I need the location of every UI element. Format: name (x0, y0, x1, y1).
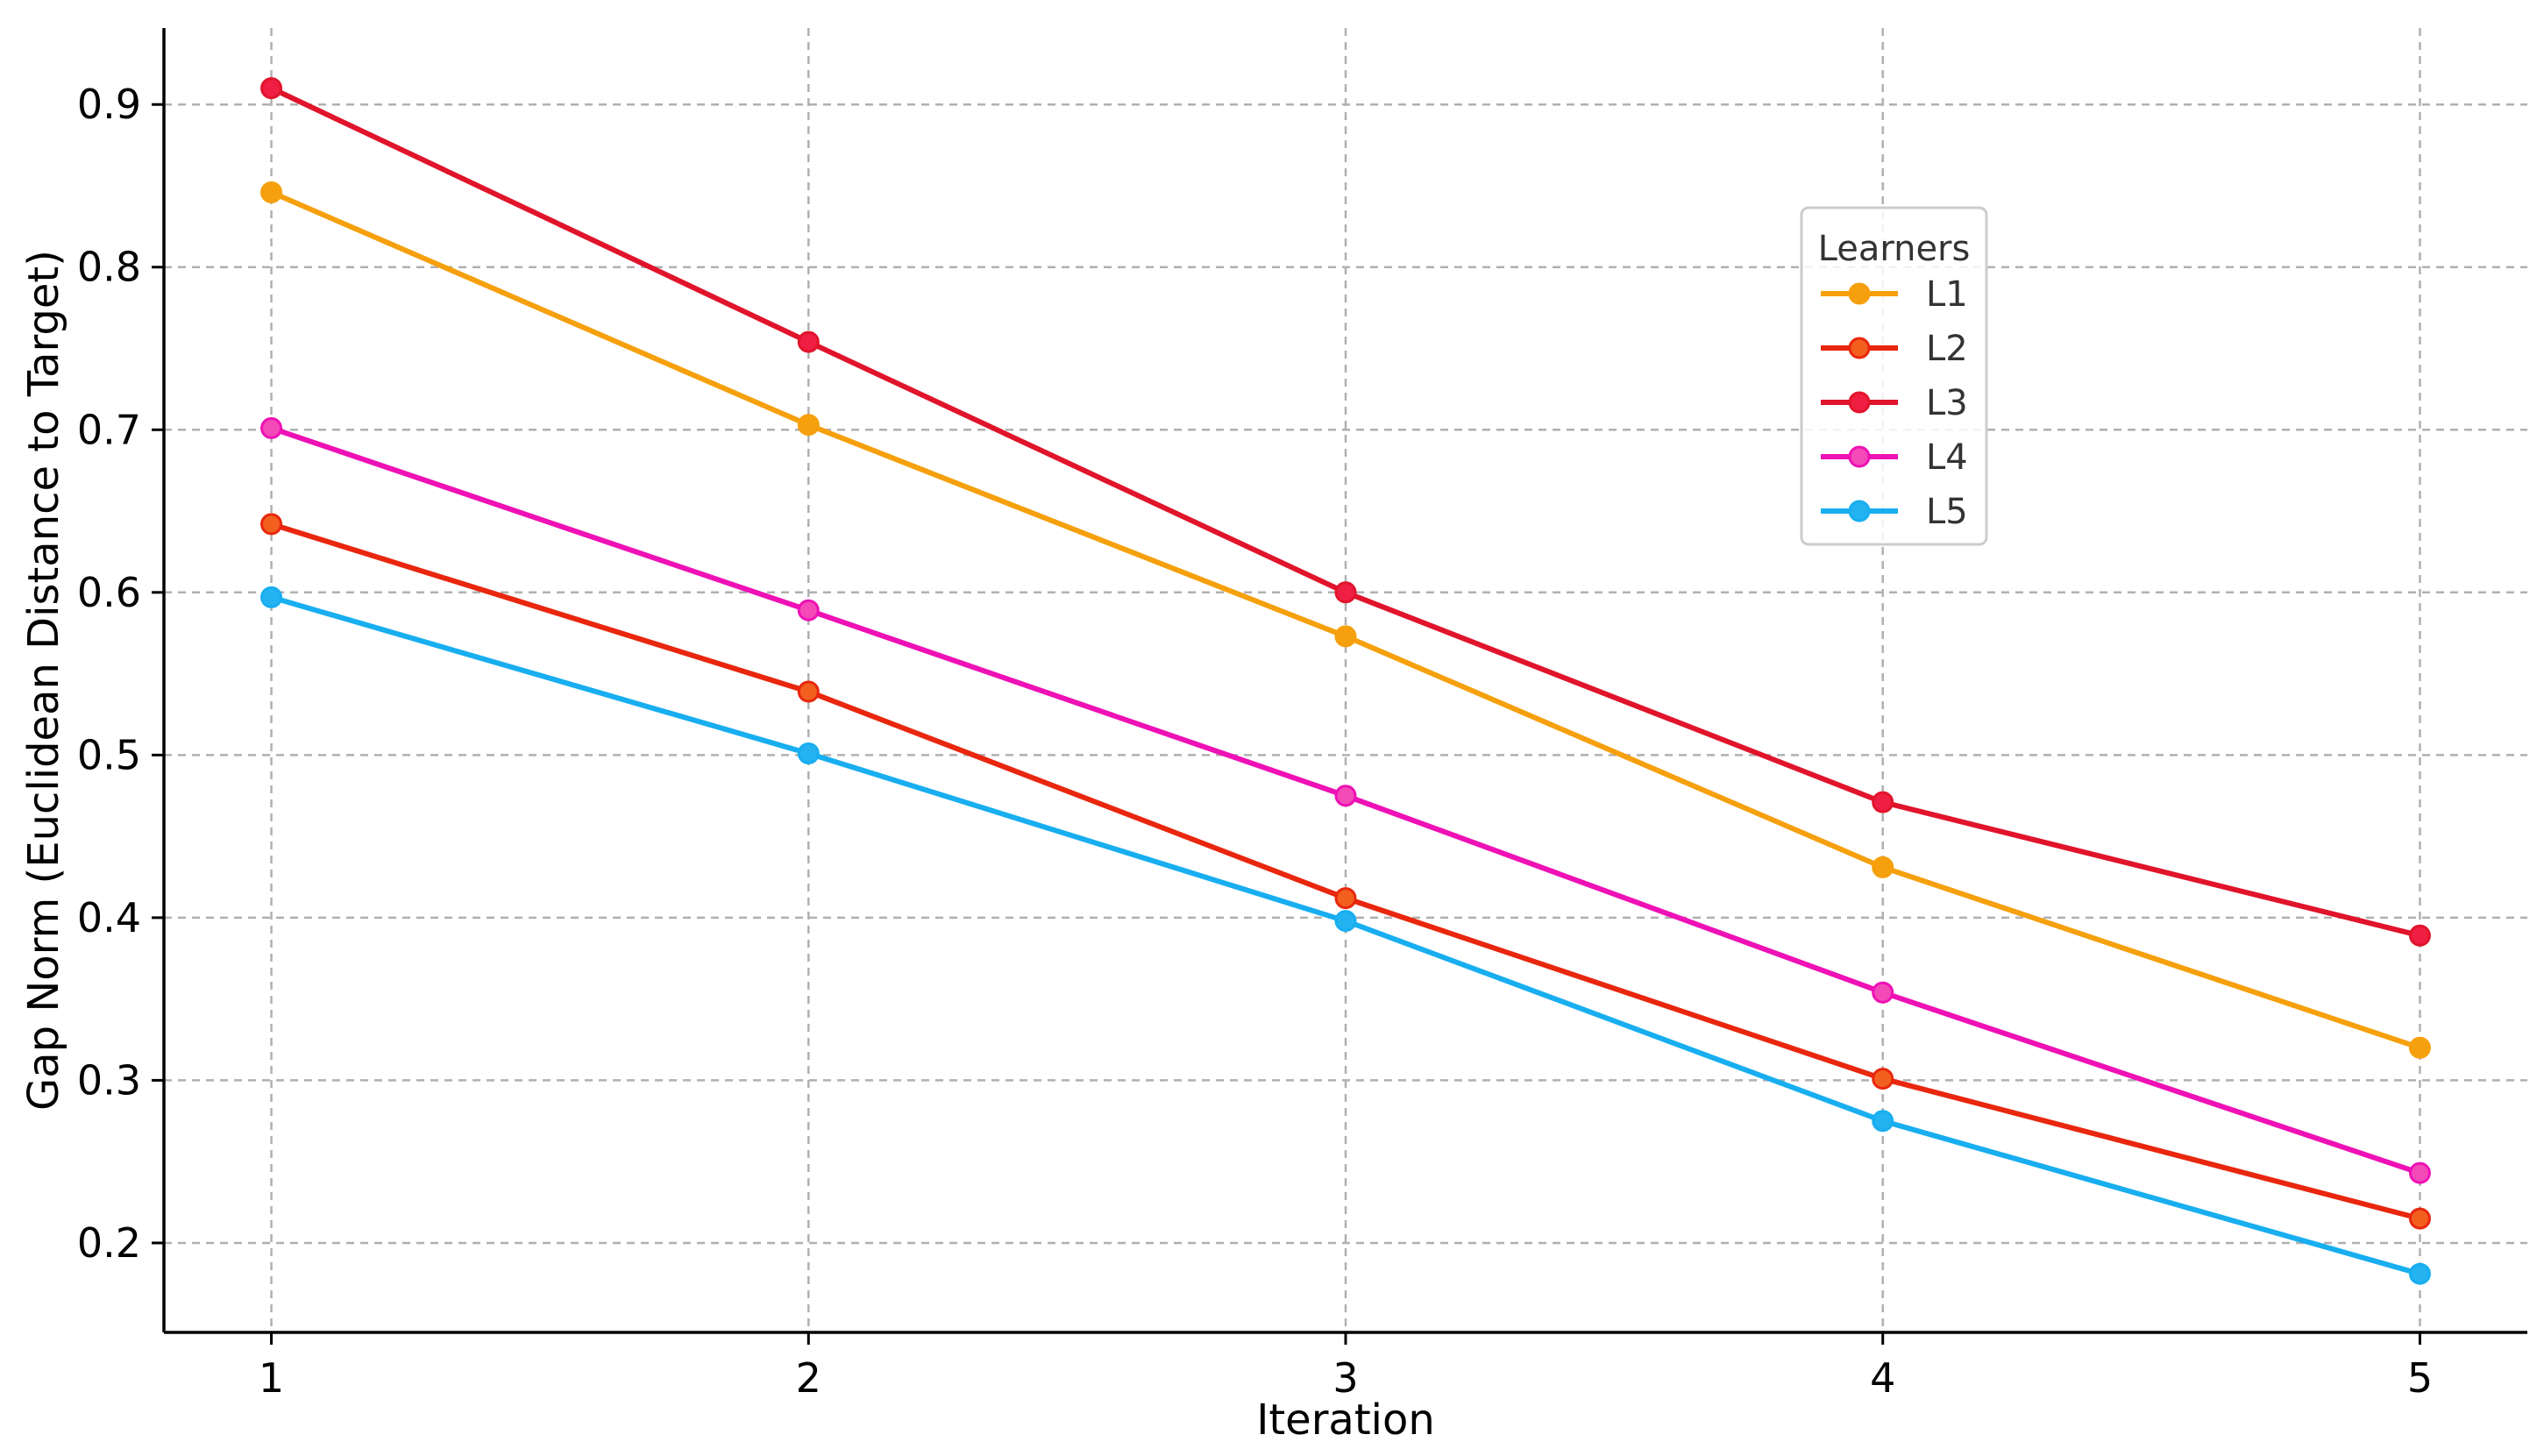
point-L5-2 (797, 742, 820, 764)
legend-item-L4: L4 (1821, 437, 1968, 478)
point-L4-3 (1334, 785, 1357, 807)
point-L1-4 (1872, 856, 1894, 878)
point-L2-5 (2408, 1207, 2431, 1230)
point-L5-4 (1872, 1110, 1894, 1133)
legend-item-L3: L3 (1821, 383, 1968, 423)
y-tick-label-0.9: 0.9 (77, 81, 141, 128)
point-L1-1 (260, 181, 283, 203)
legend-items: L1 L2 L3 L4 L5 (1821, 274, 1968, 532)
legend-label: L2 (1926, 329, 1968, 369)
y-tick-label-0.2: 0.2 (77, 1219, 141, 1267)
point-L3-5 (2408, 924, 2431, 947)
y-tick-label-0.3: 0.3 (77, 1056, 141, 1104)
point-L1-3 (1334, 625, 1357, 648)
point-L2-4 (1872, 1068, 1894, 1090)
y-tick-label-0.8: 0.8 (77, 244, 141, 291)
point-L1-5 (2408, 1036, 2431, 1059)
point-L2-3 (1334, 887, 1357, 910)
x-tick-label-3: 3 (1332, 1354, 1358, 1402)
axes (152, 28, 2527, 1345)
point-L5-1 (260, 586, 283, 608)
point-L3-3 (1334, 581, 1357, 604)
legend-swatch-marker (1848, 445, 1871, 468)
legend-swatch-marker (1848, 337, 1871, 359)
point-L1-2 (797, 414, 820, 437)
y-tick-label-0.6: 0.6 (77, 569, 141, 616)
y-tick-label-0.5: 0.5 (77, 731, 141, 778)
legend-swatch-marker (1848, 391, 1871, 414)
point-L3-1 (260, 77, 283, 100)
legend-swatch-marker (1848, 282, 1871, 305)
x-tick-label-5: 5 (2407, 1354, 2433, 1402)
point-L5-5 (2408, 1262, 2431, 1285)
legend-item-L2: L2 (1821, 329, 1968, 369)
y-axis-label: Gap Norm (Euclidean Distance to Target) (19, 250, 68, 1111)
point-L2-2 (797, 680, 820, 703)
legend-label: L1 (1926, 274, 1968, 315)
legend-swatch-marker (1848, 500, 1871, 522)
point-L4-1 (260, 416, 283, 439)
point-L5-3 (1334, 910, 1357, 933)
y-tick-label-0.7: 0.7 (77, 406, 141, 453)
series-lines (260, 77, 2431, 1285)
point-L4-2 (797, 599, 820, 621)
point-L3-2 (797, 330, 820, 353)
legend-item-L1: L1 (1821, 274, 1968, 315)
legend-item-L5: L5 (1821, 492, 1968, 532)
series-line-L5 (268, 594, 2423, 1277)
legend-label: L4 (1926, 437, 1968, 478)
point-L3-4 (1872, 791, 1894, 813)
x-tick-label-4: 4 (1870, 1354, 1895, 1402)
x-tick-label-2: 2 (796, 1354, 821, 1402)
legend-label: L3 (1926, 383, 1968, 423)
legend-label: L5 (1926, 492, 1968, 532)
legend: Learners L1 L2 L3 L4 L5 (1800, 206, 1988, 546)
y-tick-label-0.4: 0.4 (77, 894, 141, 941)
point-L2-1 (260, 513, 283, 536)
x-axis-label: Iteration (1256, 1396, 1435, 1445)
point-L4-4 (1872, 981, 1894, 1004)
x-tick-label-1: 1 (259, 1354, 284, 1402)
point-L4-5 (2408, 1161, 2431, 1184)
tick-labels: 1 2 3 4 5 0.2 0.3 0.4 0.5 0.6 0.7 0.8 0.9 (77, 81, 2433, 1402)
legend-title: Learners (1818, 229, 1971, 269)
grid-lines (164, 28, 2527, 1332)
